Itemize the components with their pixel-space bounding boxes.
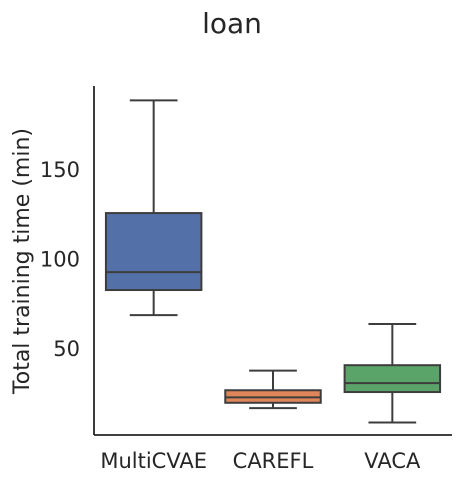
y-tick-label: 50 xyxy=(53,337,80,361)
box-series xyxy=(104,99,442,424)
x-tick-label: MultiCVAE xyxy=(100,449,207,473)
box-carefl xyxy=(224,369,322,410)
y-tick-label: 100 xyxy=(40,248,80,272)
box-multicvae xyxy=(104,99,203,317)
y-tick-label: 150 xyxy=(40,158,80,182)
iqr-box xyxy=(104,212,203,292)
box-vaca xyxy=(343,323,442,424)
y-axis-label: Total training time (min) xyxy=(10,128,35,395)
x-tick-label: CAREFL xyxy=(233,449,314,473)
x-axis-ticks: MultiCVAE CAREFL VACA xyxy=(100,449,421,473)
chart-title: loan xyxy=(202,7,262,40)
iqr-box xyxy=(343,364,442,394)
y-axis-ticks: 50 100 150 xyxy=(40,158,80,361)
x-tick-label: VACA xyxy=(364,449,421,473)
